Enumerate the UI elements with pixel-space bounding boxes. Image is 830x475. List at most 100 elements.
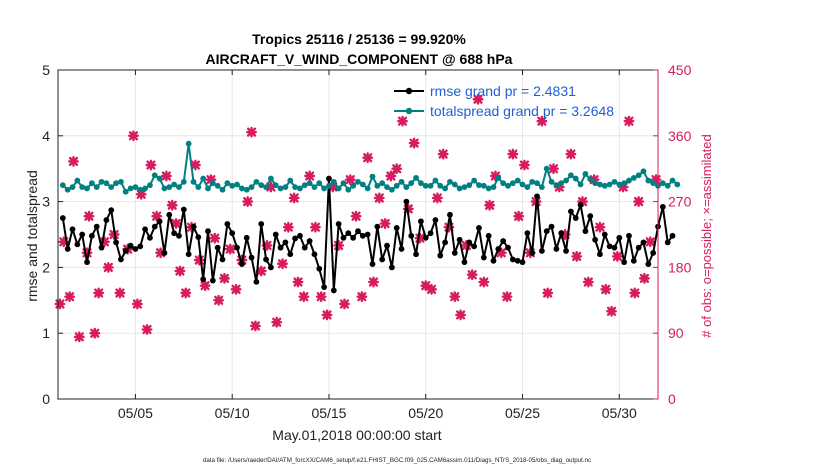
- spread-point: [650, 180, 657, 187]
- rmse-point: [572, 215, 579, 221]
- rmse-point: [238, 261, 245, 268]
- obs-marker: [559, 229, 571, 240]
- rmse-point: [268, 264, 274, 271]
- legend-spread-marker: [405, 107, 413, 115]
- obs-marker: [102, 261, 114, 273]
- spread-point: [350, 182, 357, 189]
- chart-title-line1: Tropics 25116 / 25136 = 99.920%: [252, 31, 466, 47]
- obs-marker: [600, 283, 612, 295]
- rmse-point: [127, 242, 134, 249]
- spread-point: [137, 186, 144, 193]
- rmse-point: [645, 261, 652, 268]
- rmse-point: [466, 239, 473, 246]
- rmse-point: [451, 250, 458, 256]
- spread-point: [640, 168, 647, 175]
- rmse-point: [253, 278, 260, 285]
- spread-point: [621, 180, 628, 187]
- rmse-point: [461, 259, 468, 266]
- rmse-point: [650, 250, 657, 256]
- spread-point: [282, 184, 289, 191]
- spread-point: [568, 172, 574, 179]
- obs-marker: [282, 221, 294, 233]
- obs-marker: [298, 291, 310, 303]
- rmse-point: [137, 243, 144, 250]
- rmse-point: [122, 248, 129, 254]
- spread-point: [234, 181, 240, 188]
- y-left-tick-label: 2: [42, 259, 50, 275]
- obs-marker: [553, 181, 565, 193]
- spread-point: [514, 177, 521, 184]
- spread-point: [93, 184, 100, 191]
- rmse-point: [69, 226, 76, 233]
- spread-point: [447, 178, 453, 185]
- spread-point: [587, 176, 594, 183]
- spread-point: [563, 177, 569, 184]
- x-tick-label: 05/30: [602, 405, 637, 421]
- obs-marker: [391, 163, 403, 175]
- obs-marker: [639, 272, 650, 284]
- y-right-tick-label: 450: [668, 62, 692, 78]
- obs-marker: [199, 280, 211, 292]
- rmse-point: [587, 213, 594, 219]
- spread-point: [205, 185, 211, 192]
- obs-marker: [617, 181, 629, 193]
- spread-point: [272, 182, 279, 189]
- spread-point: [461, 184, 468, 191]
- spread-point: [122, 188, 129, 195]
- y-right-tick-label: 90: [668, 325, 684, 341]
- obs-marker: [327, 181, 339, 193]
- spread-point: [98, 178, 105, 185]
- spread-point: [195, 184, 202, 191]
- rmse-point: [635, 244, 642, 251]
- spread-point: [359, 181, 366, 188]
- obs-marker: [209, 232, 221, 244]
- spread-point: [674, 181, 681, 188]
- obs-marker: [155, 247, 167, 259]
- x-tick-label: 05/15: [311, 405, 346, 421]
- obs-marker: [519, 159, 530, 171]
- obs-marker: [362, 152, 374, 164]
- spread-point: [476, 182, 482, 189]
- y-left-tick-label: 4: [42, 128, 50, 144]
- rmse-point: [543, 228, 550, 235]
- obs-marker: [54, 298, 66, 310]
- obs-marker: [536, 115, 548, 127]
- rmse-point: [297, 232, 303, 239]
- y-left-tick-label: 3: [42, 194, 50, 210]
- obs-marker: [83, 210, 95, 222]
- obs-marker: [170, 218, 182, 229]
- spread-point: [505, 182, 511, 189]
- spread-point: [369, 173, 376, 180]
- spread-point: [451, 181, 458, 188]
- obs-marker: [141, 324, 153, 335]
- rmse-point: [301, 244, 308, 251]
- chart-title-line2: AIRCRAFT_V_WIND_COMPONENT @ 688 hPa: [206, 51, 513, 67]
- obs-marker: [594, 221, 606, 233]
- spread-point: [616, 181, 623, 188]
- rmse-point: [59, 215, 66, 221]
- spread-point: [330, 178, 337, 185]
- rmse-point: [166, 211, 173, 218]
- spread-point: [224, 180, 231, 187]
- obs-marker: [89, 327, 101, 339]
- obs-marker: [160, 170, 172, 182]
- data-file-footnote: data file: /Users/raeder/DAI/ATM_forcXX/…: [203, 457, 591, 464]
- legend: rmse grand pr = 2.4831 totalspread grand…: [394, 83, 614, 119]
- rmse-point: [626, 232, 632, 239]
- obs-marker: [180, 287, 192, 299]
- spread-point: [626, 177, 632, 184]
- rmse-point: [161, 250, 168, 256]
- obs-marker: [356, 291, 368, 303]
- spread-point: [601, 182, 608, 189]
- spread-point: [519, 181, 526, 188]
- rmse-point: [277, 244, 284, 251]
- rmse-point: [393, 225, 400, 231]
- spread-point: [384, 184, 390, 191]
- rmse-point: [558, 230, 565, 237]
- rmse-point: [432, 217, 439, 223]
- spread-point: [292, 184, 298, 191]
- obs-marker: [644, 236, 656, 248]
- spread-point: [630, 175, 637, 181]
- obs-marker: [350, 210, 362, 222]
